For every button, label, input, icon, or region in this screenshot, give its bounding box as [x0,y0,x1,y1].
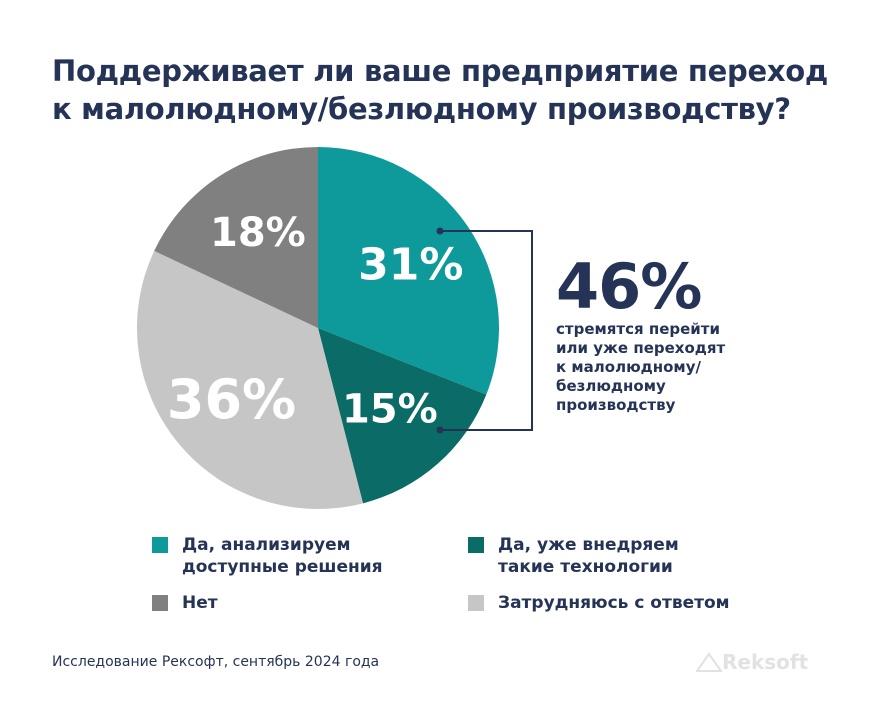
slice-label: 36% [167,368,296,431]
annotation-line: стремятся перейти [556,320,720,338]
pie-slice [154,147,318,328]
logo-text: Reksoft [722,650,809,674]
legend-item-no: Нет [152,592,218,614]
legend-swatch [468,595,484,611]
source-note: Исследование Рексофт, сентябрь 2024 года [52,654,380,670]
legend-item-unsure: Затрудняюсь с ответом [468,592,730,614]
title-line: к малолюдному/безлюдному производству? [52,92,791,126]
legend-swatch [152,595,168,611]
legend-label: доступные решения [182,557,383,577]
legend-item-implementing: Да, уже внедряем такие технологии [468,534,679,578]
legend-swatch [468,537,484,553]
legend-swatch [152,537,168,553]
title-line: Поддерживает ли ваше предприятие переход [52,54,828,88]
legend-label: Нет [182,593,218,613]
chart-title: Поддерживает ли ваше предприятие переход… [52,52,828,128]
legend-label: такие технологии [498,557,673,577]
legend-item-analyzing: Да, анализируем доступные решения [152,534,383,578]
reksoft-logo: Reksoft [696,650,808,674]
legend-label: Затрудняюсь с ответом [498,593,730,613]
annotation-text: стремятся перейти или уже переходят к ма… [556,320,725,415]
bracket-line [440,230,533,431]
annotation-line: или уже переходят [556,339,726,357]
slice-label: 18% [210,210,306,256]
annotation-value: 46% [556,250,702,323]
annotation-line: производству [556,396,676,414]
bracket-dot [436,227,444,235]
pie-slice [136,250,364,509]
annotation-line: к малолюдному/ [556,358,701,376]
pie-slice [318,147,500,395]
legend-label: Да, уже внедряем [498,535,679,555]
slice-label: 15% [342,386,438,432]
bracket-dot [436,426,444,434]
annotation-line: безлюдному [556,377,666,395]
slice-label: 31% [358,239,463,290]
legend-label: Да, анализируем [182,535,351,555]
triangle-logo-icon [696,652,722,672]
pie-slice [318,328,487,504]
